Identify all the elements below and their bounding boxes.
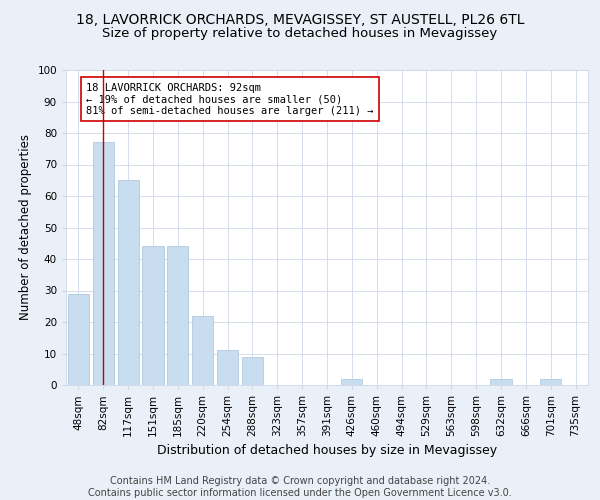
Bar (192, 316, 213, 385)
Bar (242, 356, 263, 385)
Y-axis label: Number of detached properties: Number of detached properties (19, 134, 32, 320)
Bar (118, 180, 139, 385)
Text: 18, LAVORRICK ORCHARDS, MEVAGISSEY, ST AUSTELL, PL26 6TL: 18, LAVORRICK ORCHARDS, MEVAGISSEY, ST A… (76, 12, 524, 26)
Text: Contains HM Land Registry data © Crown copyright and database right 2024.
Contai: Contains HM Land Registry data © Crown c… (88, 476, 512, 498)
Text: 18 LAVORRICK ORCHARDS: 92sqm
← 19% of detached houses are smaller (50)
81% of se: 18 LAVORRICK ORCHARDS: 92sqm ← 19% of de… (86, 82, 373, 116)
Bar (490, 378, 512, 385)
Bar (540, 378, 561, 385)
Bar (341, 378, 362, 385)
Bar (93, 142, 114, 385)
X-axis label: Distribution of detached houses by size in Mevagissey: Distribution of detached houses by size … (157, 444, 497, 458)
Bar (167, 246, 188, 385)
Bar (217, 350, 238, 385)
Bar (142, 246, 164, 385)
Text: Size of property relative to detached houses in Mevagissey: Size of property relative to detached ho… (103, 28, 497, 40)
Bar (68, 294, 89, 385)
